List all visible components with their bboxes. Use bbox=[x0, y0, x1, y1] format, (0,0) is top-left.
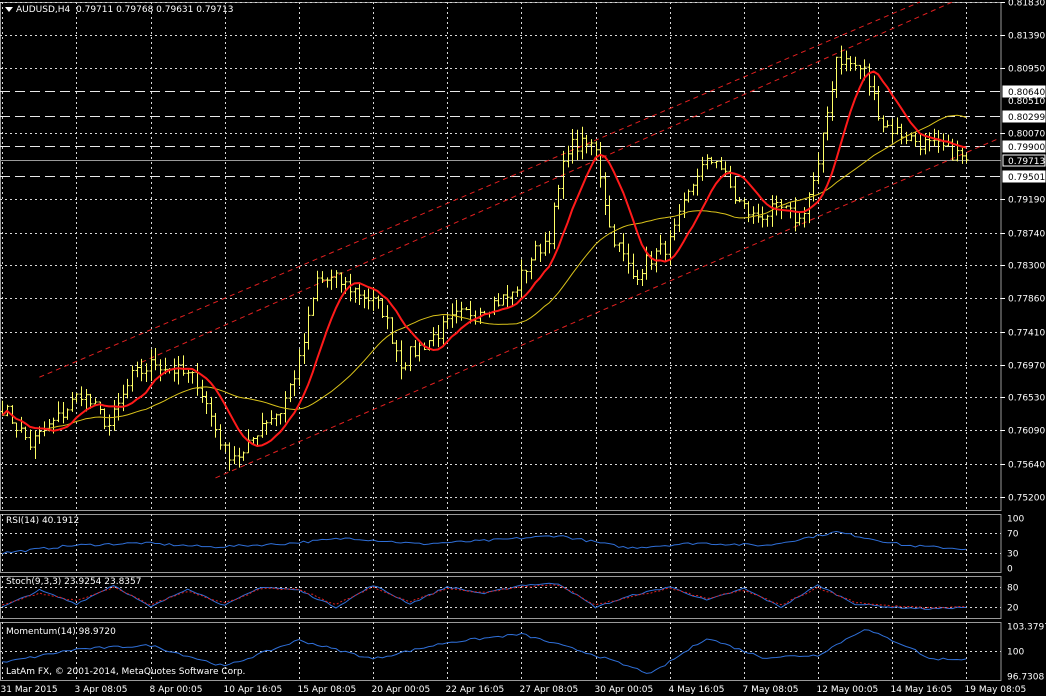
price-tick-label: 0.80950 bbox=[1008, 65, 1045, 75]
time-label: 20 Apr 00:05 bbox=[372, 685, 431, 695]
ohlc-values: 0.79711 0.79768 0.79631 0.79713 bbox=[76, 5, 234, 15]
chart-menu-icon[interactable] bbox=[5, 7, 13, 12]
price-tick-label: 0.78740 bbox=[1008, 230, 1045, 240]
time-label: 14 May 16:05 bbox=[891, 685, 953, 695]
price-tick-label: 0.81390 bbox=[1008, 32, 1045, 42]
indicator-tick-label: 30 bbox=[1007, 550, 1019, 560]
time-label: 30 Apr 00:05 bbox=[595, 685, 654, 695]
indicator-tick-label: 100 bbox=[1007, 648, 1024, 658]
price-label-box bbox=[1002, 170, 1046, 183]
price-level-label: 0.79900 bbox=[1008, 143, 1045, 153]
price-tick-label: 0.76530 bbox=[1008, 394, 1045, 404]
price-label-box bbox=[1002, 110, 1046, 123]
indicator-tick-label: 70 bbox=[1007, 530, 1019, 540]
price-level-label: 0.79713 bbox=[1008, 157, 1045, 167]
time-label: 7 May 08:05 bbox=[743, 685, 799, 695]
price-tick-label: 0.81830 bbox=[1008, 0, 1045, 9]
stoch-title: Stoch(9,3,3) 23.9254 23.8357 bbox=[6, 577, 142, 587]
price-tick-label: 0.75200 bbox=[1008, 494, 1045, 504]
price-tick-label: 0.77410 bbox=[1008, 329, 1045, 339]
chart-header: AUDUSD,H4 0.79711 0.79768 0.79631 0.7971… bbox=[5, 5, 233, 15]
time-label: 3 Apr 08:05 bbox=[75, 685, 128, 695]
time-label: 15 Apr 08:05 bbox=[298, 685, 357, 695]
price-tick-label: 0.76970 bbox=[1008, 362, 1045, 372]
channel-line bbox=[141, 1, 953, 363]
price-tick-label: 0.75640 bbox=[1008, 461, 1045, 471]
price-tick-label: 0.80070 bbox=[1008, 130, 1045, 140]
momentum-line bbox=[2, 629, 967, 674]
time-label: 12 May 00:05 bbox=[817, 685, 879, 695]
price-tick-label: 0.77860 bbox=[1008, 295, 1045, 305]
time-label: 22 Apr 16:05 bbox=[446, 685, 505, 695]
indicator-tick-label: 103.3797 bbox=[1007, 623, 1046, 633]
indicator-tick-label: 20 bbox=[1007, 604, 1019, 614]
copyright-note: LatAm FX, © 2001-2014, MetaQuotes Softwa… bbox=[6, 667, 246, 677]
momentum-title: Momentum(14) 98.9720 bbox=[6, 627, 116, 637]
price-label-box bbox=[1002, 140, 1046, 153]
pane-frame-sto bbox=[0, 576, 1002, 619]
channel-line bbox=[39, 1, 921, 378]
price-level-label: 0.80299 bbox=[1008, 113, 1045, 123]
rsi-title: RSI(14) 40.1912 bbox=[6, 516, 80, 526]
price-label-box bbox=[1002, 154, 1046, 167]
price-label-box bbox=[1002, 85, 1046, 98]
time-label: 8 Apr 00:05 bbox=[150, 685, 203, 695]
price-tick-label: 0.78300 bbox=[1008, 262, 1045, 272]
price-tick-label: 0.79190 bbox=[1008, 196, 1045, 206]
channel-line bbox=[215, 138, 999, 479]
price-level-label: 0.79501 bbox=[1008, 173, 1045, 183]
ma-slow-line bbox=[1, 114, 967, 430]
time-label: 19 May 08:05 bbox=[965, 685, 1027, 695]
time-label: 27 Apr 08:05 bbox=[520, 685, 579, 695]
pane-frame-main bbox=[0, 2, 1002, 511]
symbol-label: AUDUSD,H4 bbox=[16, 5, 71, 15]
indicator-tick-label: 0 bbox=[1007, 565, 1013, 575]
ma-fast-line bbox=[1, 70, 967, 448]
pane-frame-rsi bbox=[0, 514, 1002, 573]
rsi-line bbox=[2, 530, 967, 555]
indicator-tick-label: 80 bbox=[1007, 584, 1019, 594]
price-level-label: 0.80640 bbox=[1008, 88, 1045, 98]
indicator-tick-label: 100 bbox=[1007, 515, 1024, 525]
price-level-label: 0.80510 bbox=[1008, 97, 1045, 107]
stoch-signal-line bbox=[2, 584, 967, 609]
time-label: 31 Mar 2015 bbox=[1, 685, 58, 695]
time-label: 10 Apr 16:05 bbox=[224, 685, 283, 695]
stoch-main-line bbox=[2, 582, 967, 610]
indicator-tick-label: 96.7308 bbox=[1007, 673, 1044, 683]
price-tick-label: 0.76090 bbox=[1008, 427, 1045, 437]
time-label: 4 May 16:05 bbox=[669, 685, 725, 695]
